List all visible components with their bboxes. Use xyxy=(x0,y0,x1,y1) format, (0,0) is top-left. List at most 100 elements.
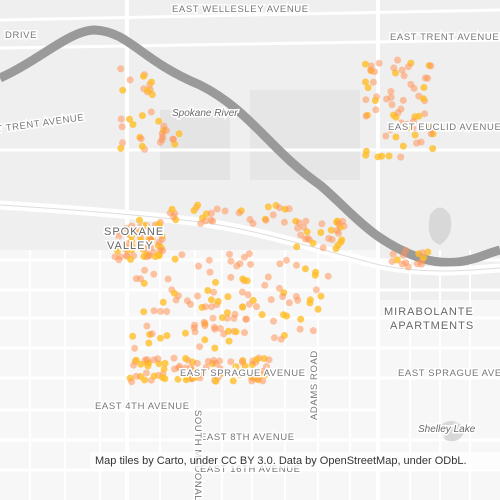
density-dot xyxy=(415,112,423,120)
density-dot xyxy=(261,281,269,289)
density-dot xyxy=(374,153,382,161)
density-dot xyxy=(201,336,209,344)
density-dot xyxy=(128,378,136,386)
density-dot xyxy=(362,151,370,159)
density-dot xyxy=(118,123,126,131)
density-dot xyxy=(270,317,277,325)
density-dot xyxy=(191,328,199,336)
density-dot xyxy=(312,286,320,294)
density-dot xyxy=(324,272,332,280)
place-label: VALLEY xyxy=(107,240,154,252)
density-dot xyxy=(230,314,238,322)
density-dot xyxy=(126,115,133,123)
street-label: EAST 4TH AVENUE xyxy=(95,401,190,412)
density-dot xyxy=(259,377,267,385)
density-dot xyxy=(403,120,410,128)
street-label: EAST WELLESLEY AVENUE xyxy=(172,4,309,15)
density-dot xyxy=(155,117,163,125)
density-dot xyxy=(229,377,237,385)
density-dot xyxy=(232,363,240,371)
density-dot xyxy=(398,66,406,74)
density-dot xyxy=(253,375,261,383)
density-dot xyxy=(163,308,171,315)
density-dot xyxy=(317,292,325,300)
density-dot xyxy=(275,284,283,292)
density-dot xyxy=(253,303,260,311)
density-dot xyxy=(208,303,216,311)
density-dot xyxy=(411,131,419,139)
street-label: EAST SPRAGUE AVENUE xyxy=(180,368,306,379)
density-dot xyxy=(429,145,437,153)
density-dot xyxy=(394,56,402,64)
density-dot xyxy=(205,256,213,264)
density-dot xyxy=(137,275,144,283)
density-dot xyxy=(182,376,190,384)
density-dot xyxy=(420,84,428,91)
density-dot xyxy=(387,88,395,95)
density-dot xyxy=(164,275,172,283)
density-dot xyxy=(367,66,375,74)
density-dot xyxy=(129,121,137,128)
density-dot xyxy=(404,63,412,71)
density-dot xyxy=(235,209,243,217)
density-dot xyxy=(142,369,150,377)
road xyxy=(0,38,500,50)
density-dot xyxy=(309,327,317,335)
density-dot xyxy=(241,329,248,337)
density-dot xyxy=(327,226,335,234)
density-dot xyxy=(300,223,308,231)
density-dot xyxy=(239,275,247,283)
density-dot xyxy=(217,325,224,332)
density-dot xyxy=(114,247,122,255)
density-dot xyxy=(301,265,309,273)
density-dot xyxy=(119,139,126,147)
street-label: EAST TRENT AVENUE xyxy=(390,32,499,43)
density-dot xyxy=(162,127,170,134)
density-dot xyxy=(117,115,125,123)
density-dot xyxy=(265,356,273,364)
density-dot xyxy=(375,59,383,67)
density-dot xyxy=(195,262,202,270)
density-dot xyxy=(294,296,302,304)
density-dot xyxy=(200,318,208,326)
density-dot xyxy=(212,278,219,286)
density-dot xyxy=(129,332,137,340)
density-dot xyxy=(283,312,291,320)
density-dot xyxy=(136,216,143,224)
density-dot xyxy=(213,205,221,213)
density-dot xyxy=(232,328,240,336)
density-dot xyxy=(226,250,233,258)
density-dot xyxy=(127,255,135,263)
density-dot xyxy=(394,109,402,116)
density-dot xyxy=(209,314,217,322)
density-dot xyxy=(399,142,407,150)
density-dot xyxy=(144,86,152,94)
density-dot xyxy=(264,273,272,281)
lake xyxy=(440,421,465,442)
density-dot xyxy=(151,253,159,261)
density-dot xyxy=(385,152,393,160)
density-dot xyxy=(419,95,427,103)
density-dot xyxy=(410,84,418,92)
density-dot xyxy=(267,296,275,304)
density-dot xyxy=(183,297,191,305)
density-dot xyxy=(192,373,199,381)
density-dot xyxy=(269,211,277,219)
density-dot xyxy=(168,205,176,213)
density-dot xyxy=(382,132,390,140)
density-dot xyxy=(261,371,269,379)
density-dot xyxy=(128,232,135,240)
density-dot xyxy=(297,315,305,323)
density-dot xyxy=(283,256,290,264)
density-dot xyxy=(334,241,342,249)
density-dot xyxy=(223,309,231,317)
density-dot xyxy=(372,106,380,114)
density-dot xyxy=(309,239,317,247)
density-dot xyxy=(235,371,243,379)
density-dot xyxy=(158,235,166,243)
density-dot xyxy=(238,288,246,296)
density-dot xyxy=(157,307,164,315)
density-dot xyxy=(242,315,250,323)
density-dot xyxy=(147,233,155,241)
place-label: SPOKANE xyxy=(104,226,164,238)
